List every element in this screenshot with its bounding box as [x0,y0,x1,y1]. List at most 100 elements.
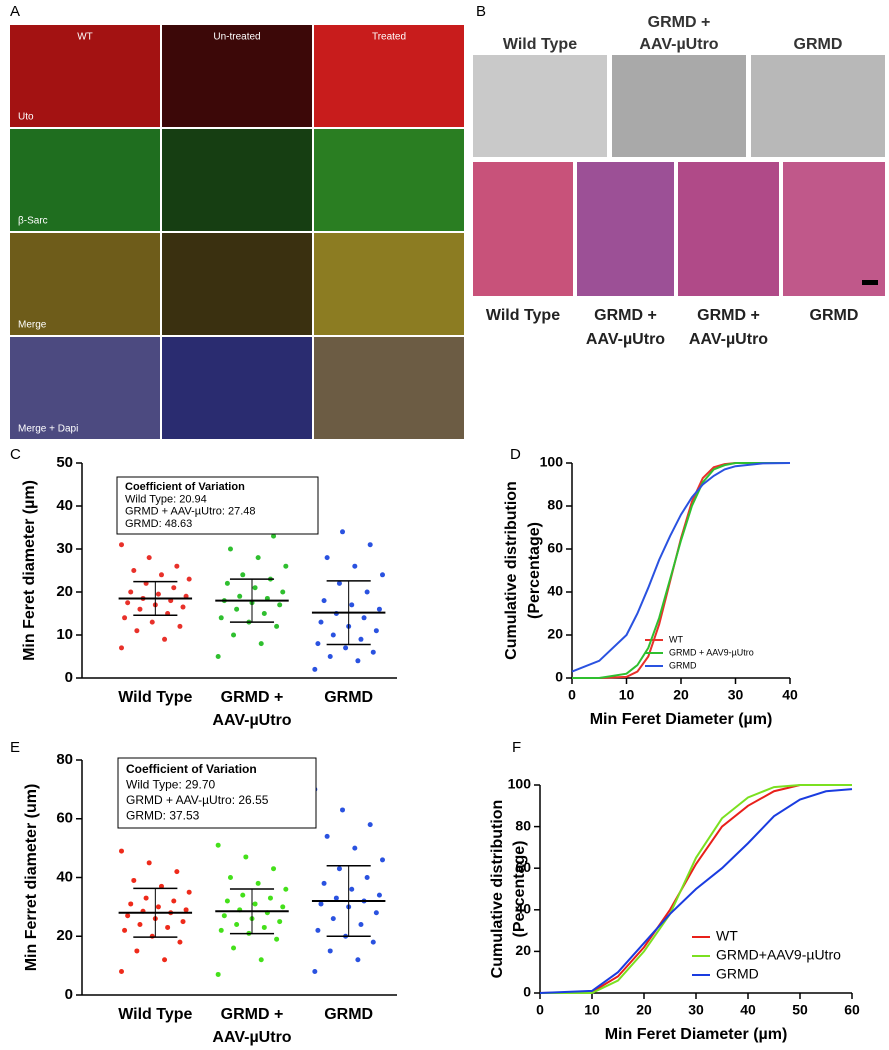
data-point [258,641,264,647]
data-point [271,533,277,539]
data-point [336,866,342,872]
annotation-line: Wild Type: 29.70 [126,777,215,791]
image-label: GRMD + [697,307,760,324]
data-point [324,555,330,561]
data-point [274,623,280,629]
micrograph [10,25,160,127]
data-point [134,628,140,634]
x-tick-label: 10 [619,687,635,703]
y-tick-label: 0 [555,669,563,685]
image-label: GRMD + [648,14,711,31]
data-point [183,907,189,913]
data-point [321,598,327,604]
data-point [119,645,124,651]
data-point [267,895,273,901]
image-label: GRMD [794,36,843,53]
data-point [119,848,124,854]
sd-bar [133,580,178,616]
data-point [128,901,134,907]
data-point [224,580,230,586]
y-tick-label: 40 [515,901,531,917]
sd-bar [326,865,371,937]
y-axis-label: (Percentage) [511,841,528,938]
micrograph [314,129,464,231]
data-point [146,860,152,866]
data-point [370,939,376,945]
data-point [358,636,364,642]
data-point [174,869,180,875]
y-tick-label: 60 [515,859,531,875]
data-point [271,866,277,872]
y-tick-label: 0 [65,986,73,1003]
data-point [158,572,164,578]
y-tick-label: 80 [547,497,563,513]
y-tick-label: 100 [508,776,532,792]
x-tick-label: 0 [568,687,576,703]
data-point [125,600,131,606]
data-point [186,576,192,582]
y-tick-label: 40 [56,868,73,885]
data-point [180,604,186,610]
data-point [340,807,346,813]
row-label: Merge + Dapi [18,424,78,435]
data-point [373,910,379,916]
y-tick-label: 60 [547,540,563,556]
data-point [134,948,140,954]
data-point [177,939,183,945]
x-tick-label: 60 [844,1002,860,1018]
x-tick-label: 30 [688,1002,704,1018]
y-tick-label: 20 [515,942,531,958]
data-point [186,889,192,895]
data-point [343,645,349,651]
image-label: AAV-µUtro [689,331,768,348]
micrograph [612,55,746,157]
y-tick-label: 20 [547,626,563,642]
y-tick-label: 20 [56,927,73,944]
y-axis-label: Min Ferret diameter (um) [23,784,40,972]
micrograph [577,162,674,296]
micrograph [162,25,312,127]
data-point [327,948,333,954]
x-tick-label: 40 [740,1002,756,1018]
data-point [137,922,143,927]
data-point [255,880,261,886]
data-point [349,886,355,892]
panel-letter: A [10,3,20,20]
micrograph [783,162,885,296]
data-point [340,529,346,535]
x-tick-label: 10 [584,1002,600,1018]
data-point [376,892,382,898]
micrograph [162,129,312,231]
y-tick-label: 30 [56,540,73,557]
annotation-box [117,757,317,829]
column-label: WT [77,32,93,43]
data-point [122,615,128,621]
x-tick-label: GRMD + [221,689,284,706]
data-point [252,585,258,591]
sd-bar [229,578,275,623]
x-tick-label: Wild Type [118,1006,192,1023]
micrograph [162,337,312,439]
data-point [162,957,168,963]
data-point [171,585,177,591]
data-point [131,568,137,573]
y-tick-label: 20 [56,583,73,600]
data-point [367,822,373,828]
data-point [234,606,240,612]
data-point [128,589,134,595]
data-point [283,563,289,569]
annotation-title: Coefficient of Variation [125,481,245,493]
data-point [333,895,339,901]
annotation-line: GRMD: 37.53 [126,808,200,822]
data-point [215,971,221,977]
micrograph [473,55,607,157]
data-point [174,563,180,569]
data-point [352,563,358,569]
data-point [180,919,186,925]
x-tick-label: AAV-µUtro [212,1029,291,1046]
x-tick-label: GRMD + [221,1006,284,1023]
data-point [119,542,124,548]
data-point [224,898,230,904]
micrograph [473,162,573,296]
data-point [261,611,267,616]
